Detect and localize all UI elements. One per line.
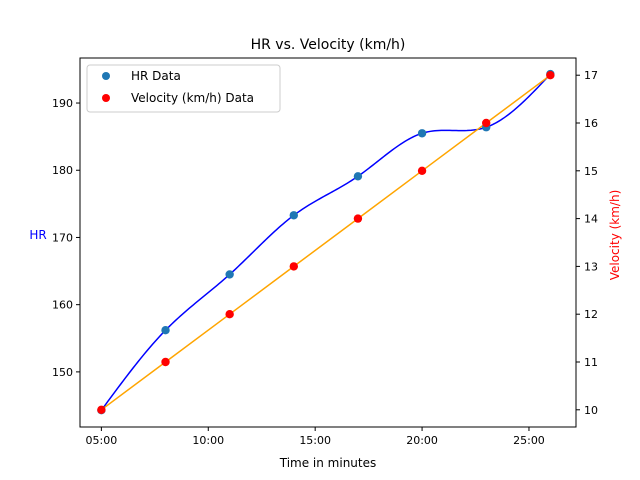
right-y-tick-label: 16	[584, 117, 598, 130]
hr-point	[289, 211, 298, 220]
right-y-tick-label: 17	[584, 69, 598, 82]
axes-frame	[79, 57, 577, 428]
hr-point	[161, 326, 170, 335]
legend-marker-hr	[102, 72, 110, 80]
x-tick-label: 05:00	[86, 434, 118, 447]
legend-label-velocity: Velocity (km/h) Data	[131, 91, 254, 105]
right-y-tick-label: 14	[584, 213, 598, 226]
hr-point	[417, 129, 427, 138]
plot-area	[79, 57, 577, 428]
right-y-axis-label: Velocity (km/h)	[608, 190, 622, 281]
legend-marker-velocity	[102, 94, 110, 102]
chart-title: HR vs. Velocity (km/h)	[251, 37, 406, 53]
left-y-tick-label: 180	[52, 164, 73, 177]
left-y-axis-label: HR	[29, 228, 46, 242]
right-y-tick-label: 12	[584, 308, 598, 321]
right-y-axis: 10 11 12 13 14 15 16 17	[576, 69, 598, 417]
left-y-tick-label: 150	[52, 366, 73, 379]
x-tick-label: 15:00	[299, 434, 331, 447]
velocity-point	[97, 405, 106, 414]
velocity-point	[482, 118, 491, 128]
left-y-tick-label: 170	[52, 231, 73, 244]
hr-point	[353, 172, 363, 181]
legend: HR Data Velocity (km/h) Data	[86, 64, 281, 113]
velocity-point	[546, 71, 555, 80]
velocity-point	[353, 214, 363, 223]
x-axis-label: Time in minutes	[279, 456, 377, 470]
legend-label-hr: HR Data	[131, 69, 181, 83]
left-y-tick-label: 160	[52, 299, 73, 312]
velocity-point	[225, 309, 234, 319]
right-y-tick-label: 10	[584, 404, 598, 417]
hr-point	[225, 270, 234, 279]
x-axis: 05:00 10:00 15:00 20:00 25:00	[86, 427, 545, 447]
x-tick-label: 10:00	[192, 434, 224, 447]
x-tick-label: 20:00	[406, 434, 438, 447]
right-y-tick-label: 13	[584, 260, 598, 273]
velocity-point	[161, 357, 170, 367]
velocity-point	[289, 262, 298, 271]
velocity-point	[417, 166, 427, 176]
hr-line	[100, 73, 551, 411]
legend-frame	[86, 64, 281, 113]
left-y-tick-label: 190	[52, 97, 73, 110]
right-y-tick-label: 11	[584, 356, 598, 369]
x-tick-label: 25:00	[513, 434, 545, 447]
left-y-axis: 150 160 170 180 190	[52, 97, 80, 379]
right-y-tick-label: 15	[584, 165, 598, 178]
velocity-line	[100, 74, 551, 411]
